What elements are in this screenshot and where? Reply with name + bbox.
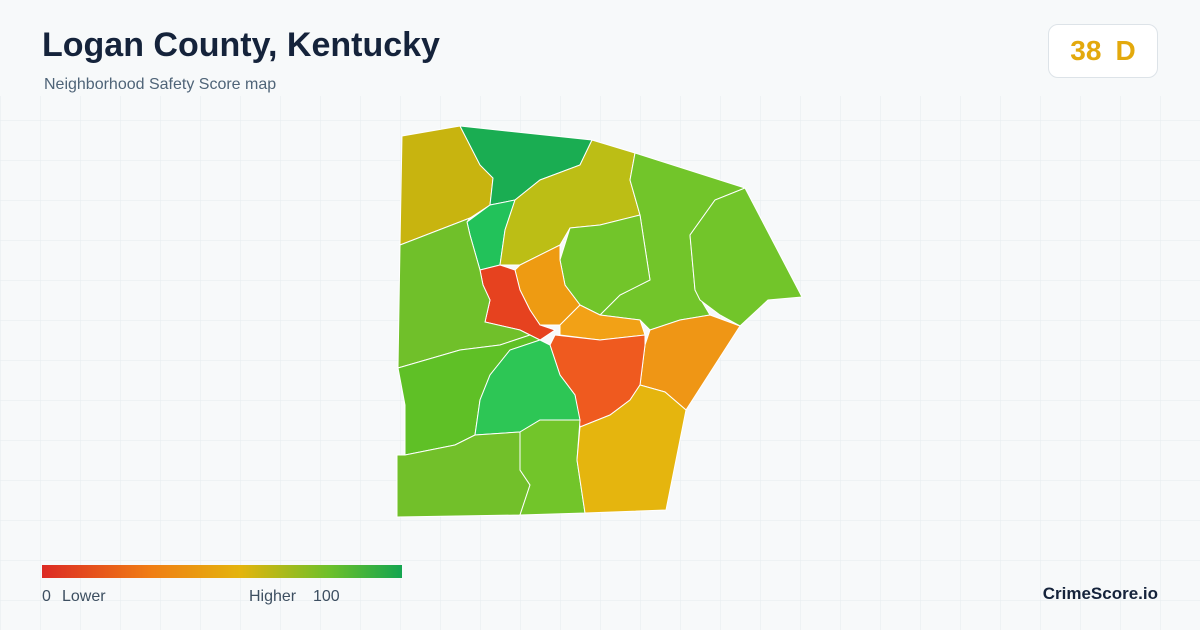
- region: [689, 187, 803, 327]
- legend-max-label: Higher: [249, 588, 297, 605]
- legend-min-label: Lower: [62, 588, 106, 605]
- county-map: [396, 125, 803, 518]
- score-badge: 38 D: [1048, 24, 1158, 78]
- title: Logan County, Kentucky: [42, 26, 440, 64]
- region: [576, 384, 687, 514]
- subtitle: Neighborhood Safety Score map: [44, 76, 277, 93]
- legend-min: 0: [42, 588, 51, 605]
- score-value: 38: [1070, 35, 1102, 66]
- legend-max: 100: [313, 588, 340, 605]
- region: [519, 419, 586, 516]
- brand: CrimeScore.io: [1042, 584, 1158, 603]
- score-grade: D: [1115, 35, 1136, 66]
- legend-gradient: [42, 565, 402, 578]
